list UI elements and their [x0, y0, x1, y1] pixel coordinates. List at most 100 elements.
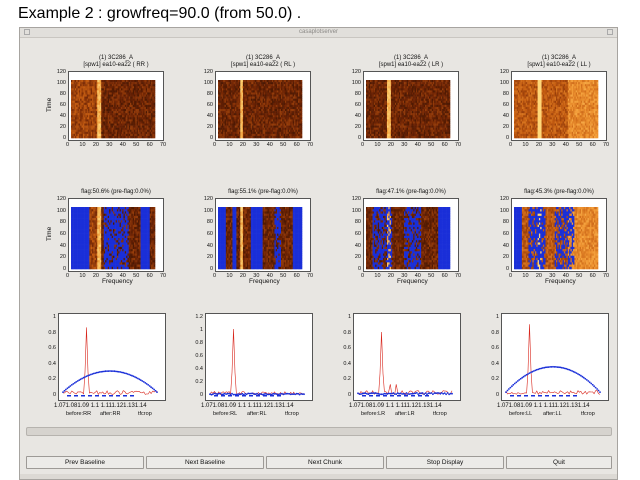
after-series-point	[248, 392, 251, 395]
after-series-point	[546, 366, 548, 369]
after-series-point	[357, 392, 359, 395]
y-tick-label: 100	[203, 80, 213, 86]
flag-marker	[376, 395, 380, 397]
after-series-point	[525, 373, 528, 376]
y-tick-label: 0.4	[491, 360, 499, 367]
after-series-point	[436, 392, 439, 394]
example-caption: Example 2 : growfreq=90.0 (from 50.0) .	[18, 5, 302, 22]
x-tick-label: 40	[562, 142, 569, 148]
after-series-point	[301, 393, 304, 395]
after-series-point	[145, 383, 148, 385]
spectrogram-panel	[215, 71, 311, 141]
window-menu-icon[interactable]	[24, 29, 30, 35]
after-series-point	[281, 392, 283, 395]
after-series-point	[139, 379, 142, 381]
close-icon[interactable]	[607, 29, 613, 35]
flag-marker	[566, 395, 570, 397]
after-series-point	[361, 392, 364, 395]
after-series-point	[226, 392, 229, 395]
after-series-point	[555, 366, 557, 368]
x-tick-label: 30	[106, 273, 113, 279]
after-series-point	[215, 392, 217, 395]
after-series-point	[98, 371, 101, 373]
flag-marker	[369, 395, 373, 397]
flagged-heatmap-panel	[68, 198, 164, 272]
y-tick-label: 40	[502, 242, 509, 249]
after-series-point	[506, 389, 509, 392]
after-series-point	[405, 392, 408, 394]
after-series-point	[129, 374, 132, 376]
prev-baseline-button[interactable]: Prev Baseline	[26, 456, 144, 469]
flag-marker	[270, 395, 274, 397]
horizontal-scrollbar[interactable]	[26, 427, 612, 436]
after-series-point	[587, 380, 590, 382]
after-series-point	[585, 379, 588, 381]
after-series-point	[151, 387, 154, 390]
after-series-point	[238, 393, 241, 396]
x-tick-label: 30	[401, 142, 408, 148]
after-series-point	[426, 393, 428, 396]
x-tick-label: 20	[535, 273, 542, 279]
plot-title: (1) 3C286_A	[393, 55, 429, 61]
y-tick-label: 60	[354, 102, 361, 108]
x-tick-label: 60	[293, 273, 300, 279]
x-tick-label: 50	[280, 273, 287, 279]
legend-entry: tfcrop	[433, 411, 447, 417]
spectrogram-panel	[511, 71, 607, 141]
after-series-point	[559, 366, 562, 369]
after-series-point	[91, 373, 94, 375]
after-series-point	[147, 384, 150, 386]
flag-marker	[531, 395, 535, 397]
after-series-point	[547, 366, 550, 368]
x-tick-label: 70	[455, 142, 462, 148]
legend-entry: tfcrop	[285, 411, 299, 417]
after-series-point	[228, 392, 230, 395]
x-tick-label: 40	[414, 273, 421, 279]
after-series-point	[110, 370, 113, 372]
after-series-point	[408, 393, 411, 395]
after-series-point	[260, 393, 263, 396]
after-series-point	[117, 370, 120, 373]
y-tick-label: 100	[351, 207, 361, 214]
legend-entry: tfcrop	[138, 411, 152, 417]
x-tick-label: 50	[428, 273, 435, 279]
spectrogram-heatmap	[514, 80, 599, 139]
y-tick-label: 40	[354, 113, 361, 119]
after-series-point	[439, 392, 442, 395]
x-axis-label: Frequency	[102, 278, 133, 285]
before-series-line	[62, 327, 158, 396]
after-series-point	[88, 374, 91, 376]
spectrogram-panel	[68, 71, 164, 141]
x-tick-label: 20	[387, 273, 394, 279]
next-baseline-button[interactable]: Next Baseline	[146, 456, 264, 469]
y-tick-label: 0.6	[343, 345, 351, 352]
flag-marker	[214, 395, 218, 397]
y-tick-label: 20	[206, 124, 213, 130]
y-tick-label: 0	[495, 392, 499, 398]
after-series-point	[267, 393, 270, 396]
after-series-point	[446, 392, 449, 394]
y-tick-label: 100	[56, 207, 66, 214]
after-series-point	[153, 388, 155, 391]
spectrum-lines	[209, 328, 305, 397]
x-tick-label: 50	[133, 273, 140, 279]
after-series-point	[373, 392, 376, 395]
next-chunk-button[interactable]: Next Chunk	[266, 456, 384, 469]
x-tick-label: 30	[253, 142, 260, 148]
quit-button[interactable]: Quit	[506, 456, 612, 469]
y-tick-label: 0.6	[491, 345, 499, 352]
y-tick-label: 40	[206, 242, 213, 249]
stop-display-button[interactable]: Stop Display	[386, 456, 504, 469]
after-series-point	[390, 392, 393, 395]
after-series-point	[358, 393, 361, 395]
y-tick-label: 0	[347, 392, 351, 398]
x-axis-label: Frequency	[397, 278, 428, 285]
x-tick-label: 60	[293, 142, 300, 148]
after-series-point	[76, 380, 79, 382]
x-tick-label: 30	[549, 142, 556, 148]
x-tick-label: 30	[253, 273, 260, 279]
after-series-point	[594, 386, 597, 389]
after-series-point	[427, 392, 430, 395]
before-series-line	[209, 328, 305, 396]
spectrum-lines	[357, 331, 453, 397]
